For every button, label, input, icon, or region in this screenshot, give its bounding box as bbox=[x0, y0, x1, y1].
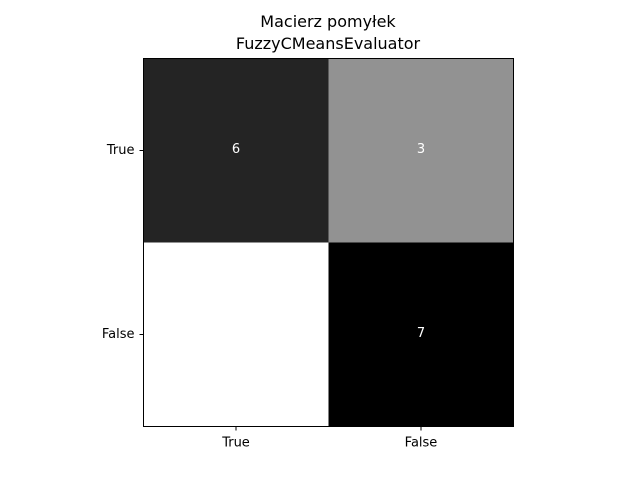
cell-value-r0-c0: 6 bbox=[232, 142, 240, 157]
x-tick-label-1: False bbox=[405, 436, 438, 451]
y-axis: True False bbox=[102, 143, 144, 342]
heatmap-cells bbox=[143, 58, 514, 427]
heatmap-cell-r0-c1 bbox=[328, 58, 514, 243]
cell-value-r0-c1: 3 bbox=[417, 142, 425, 157]
chart-title: Macierz pomyłek FuzzyCMeansEvaluator bbox=[236, 12, 421, 53]
y-tick-label-1: False bbox=[102, 327, 135, 342]
cell-value-r1-c0: 0 bbox=[232, 326, 240, 341]
heatmap-cell-labels: 6 3 0 7 bbox=[232, 142, 425, 341]
chart-title-line-1: Macierz pomyłek bbox=[260, 12, 396, 31]
x-tick-label-0: True bbox=[221, 436, 250, 451]
y-tick-label-0: True bbox=[106, 143, 135, 158]
plot-frame bbox=[143, 58, 514, 427]
heatmap-cell-r0-c0 bbox=[143, 58, 329, 243]
chart-title-line-2: FuzzyCMeansEvaluator bbox=[236, 34, 421, 53]
heatmap-cell-r1-c0 bbox=[143, 242, 329, 427]
x-axis: True False bbox=[221, 426, 438, 451]
heatmap-cell-r1-c1 bbox=[328, 242, 514, 427]
cell-value-r1-c1: 7 bbox=[417, 326, 425, 341]
